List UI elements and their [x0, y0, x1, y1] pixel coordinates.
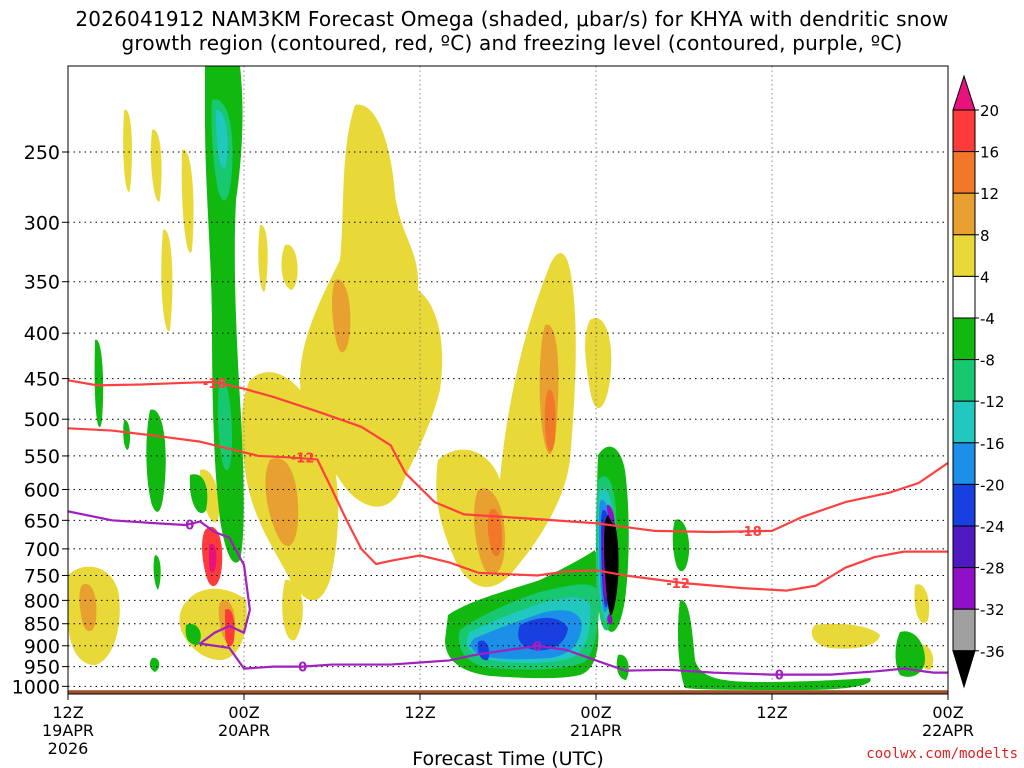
colorbar-swatch — [952, 234, 976, 277]
colorbar-label: -4 — [980, 310, 995, 328]
pressure-tick-label: 750 — [24, 565, 60, 587]
contour-label: 0 — [775, 669, 784, 684]
pressure-tick-label: 700 — [24, 539, 60, 561]
time-tick-label: 20APR — [218, 721, 270, 740]
colorbar-swatch — [952, 275, 976, 319]
colorbar-label: 12 — [980, 185, 999, 203]
contour-label: -12 — [291, 451, 315, 466]
colorbar-label: -24 — [980, 518, 1005, 536]
contour-label: 0 — [185, 518, 194, 533]
colorbar-swatch — [952, 192, 976, 236]
colorbar-swatch — [952, 483, 976, 527]
colorbar-swatch — [952, 109, 976, 153]
pressure-tick-label: 550 — [24, 446, 60, 468]
pressure-tick-label: 1000 — [12, 676, 60, 698]
time-tick-label: 12Z — [756, 703, 787, 722]
colorbar-top-arrow — [952, 74, 976, 111]
ground-bar — [68, 690, 948, 694]
colorbar-label: 4 — [980, 268, 990, 286]
contour-line--18 — [68, 379, 948, 534]
x-axis-label: Forecast Time (UTC) — [412, 748, 603, 768]
time-tick-label: 12Z — [52, 703, 83, 722]
chart-title-line-2: growth region (contoured, red, ºC) and f… — [121, 31, 903, 55]
colorbar-swatch — [952, 317, 976, 361]
time-tick-label: 00Z — [580, 703, 611, 722]
pressure-tick-label: 500 — [24, 409, 60, 431]
pressure-tick-label: 850 — [24, 614, 60, 636]
temperature-contours: -18 -12 0 -18 -12 0 0 0 — [68, 377, 948, 684]
pressure-tick-label: 650 — [24, 510, 60, 532]
pressure-tick-label: 400 — [24, 323, 60, 345]
ground-level — [68, 690, 948, 694]
colorbar-swatch — [952, 151, 976, 194]
time-tick-label: 21APR — [570, 721, 622, 740]
pressure-tick-label: 800 — [24, 590, 60, 612]
contour-label: 0 — [533, 640, 542, 655]
pressure-tick-label: 600 — [24, 479, 60, 501]
colorbar-swatch — [952, 525, 976, 569]
credit-text: coolwx.com/modelts — [866, 746, 1018, 762]
pressure-tick-label: 450 — [24, 369, 60, 391]
pressure-axis: 2503003504004505005506006507007508008509… — [12, 142, 68, 698]
colorbar-label: 16 — [980, 144, 999, 162]
colorbar-label: -28 — [980, 560, 1005, 578]
pressure-tick-label: 300 — [24, 212, 60, 234]
time-tick-label: 00Z — [228, 703, 259, 722]
colorbar-label: -8 — [980, 352, 995, 370]
omega-colorbar: 20 16 12 8 4 -4 -8 -12 -16 -20 -24 -28 -32 -36 — [952, 74, 1005, 689]
time-tick-label: 22APR — [922, 721, 974, 740]
time-tick-label: 2026 — [48, 739, 89, 758]
pressure-tick-label: 950 — [24, 657, 60, 679]
contour-label: 0 — [298, 661, 307, 676]
colorbar-label: 8 — [980, 227, 990, 245]
colorbar-label: -12 — [980, 393, 1005, 411]
colorbar-label: -36 — [980, 643, 1005, 661]
contour-line-0 — [68, 510, 948, 676]
contour-label: -18 — [203, 377, 227, 392]
colorbar-swatch — [952, 567, 976, 610]
colorbar-swatch — [952, 608, 976, 652]
pressure-tick-label: 900 — [24, 636, 60, 658]
pressure-tick-label: 350 — [24, 272, 60, 294]
colorbar-label: 20 — [980, 102, 999, 120]
colorbar-bottom-arrow — [952, 650, 976, 689]
colorbar-swatch — [952, 359, 976, 402]
colorbar-swatch — [952, 442, 976, 485]
contour-label: -18 — [738, 525, 762, 540]
colorbar-label: -32 — [980, 601, 1005, 619]
contour-line--12 — [68, 427, 948, 592]
colorbar-label: -16 — [980, 435, 1005, 453]
time-tick-label: 00Z — [932, 703, 963, 722]
colorbar-swatch — [952, 400, 976, 444]
colorbar-label: -20 — [980, 476, 1005, 494]
time-tick-label: 12Z — [404, 703, 435, 722]
time-tick-label: 19APR — [42, 721, 94, 740]
contour-label: -12 — [666, 577, 690, 592]
plot-frame — [67, 65, 949, 695]
chart-title-line-1: 2026041912 NAM3KM Forecast Omega (shaded… — [75, 7, 949, 31]
pressure-tick-label: 250 — [24, 142, 60, 164]
omega-shading — [68, 66, 934, 690]
